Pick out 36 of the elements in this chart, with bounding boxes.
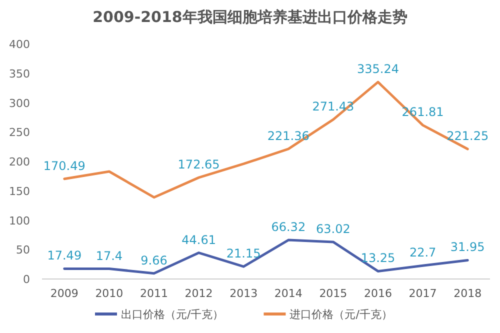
y-tick-label: 400 — [9, 38, 30, 51]
legend-label: 进口价格（元/千克） — [290, 308, 392, 321]
data-label: 22.7 — [409, 246, 436, 260]
x-tick-label: 2012 — [184, 287, 213, 300]
data-label: 172.65 — [178, 158, 220, 172]
data-label: 13.25 — [360, 251, 396, 266]
x-tick-label: 2013 — [230, 287, 258, 300]
data-label: 17.4 — [96, 248, 123, 263]
y-tick-label: 350 — [9, 67, 30, 80]
x-tick-label: 2011 — [140, 287, 168, 300]
y-tick-label: 150 — [9, 184, 30, 198]
data-label: 44.61 — [182, 232, 216, 247]
data-label: 31.95 — [450, 240, 485, 254]
x-tick-label: 2010 — [95, 287, 124, 300]
x-tick-label: 2018 — [454, 287, 482, 300]
x-tick-label: 2017 — [408, 287, 437, 300]
chart-title: 2009-2018年我国细胞培养基进出口价格走势 — [92, 8, 408, 26]
data-label: 221.25 — [446, 129, 489, 144]
data-label: 63.02 — [316, 222, 350, 236]
data-label: 66.32 — [271, 220, 306, 234]
y-tick-label: 200 — [9, 156, 30, 168]
y-tick-label: 300 — [9, 96, 30, 110]
data-label: 9.66 — [140, 253, 168, 268]
y-tick-label: 0 — [23, 273, 30, 286]
y-tick-label: 250 — [9, 126, 30, 140]
data-label: 17.49 — [47, 248, 82, 263]
x-tick-label: 2009 — [50, 287, 78, 300]
y-tick-label: 50 — [16, 244, 30, 257]
y-tick-label: 100 — [9, 214, 30, 228]
data-label: 335.24 — [357, 62, 399, 76]
x-tick-label: 2014 — [274, 287, 302, 300]
x-tick-label: 2016 — [364, 287, 392, 300]
data-label: 21.15 — [226, 246, 261, 261]
legend-label: 出口价格（元/千克） — [121, 308, 224, 321]
data-label: 170.49 — [43, 158, 86, 173]
x-tick-label: 2015 — [319, 287, 348, 300]
